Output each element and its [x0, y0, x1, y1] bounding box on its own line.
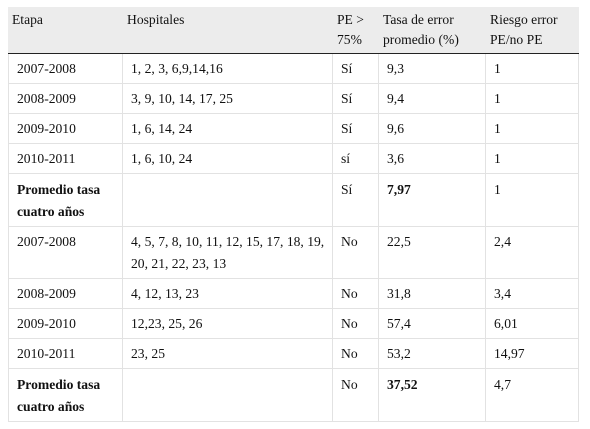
cell-etapa: 2010-2011 — [8, 339, 123, 369]
cell-hospitales: 4, 5, 7, 8, 10, 11, 12, 15, 17, 18, 19, … — [123, 227, 333, 279]
cell-pe: Sí — [333, 174, 379, 227]
cell-riesgo: 3,4 — [486, 279, 579, 309]
cell-riesgo: 1 — [486, 84, 579, 114]
cell-tasa: 37,52 — [379, 369, 486, 422]
cell-etapa: 2010-2011 — [8, 144, 123, 174]
table-row: 2007-2008 4, 5, 7, 8, 10, 11, 12, 15, 17,… — [8, 227, 579, 279]
cell-riesgo: 4,7 — [486, 369, 579, 422]
cell-etapa: Promedio tasa cuatro años — [8, 369, 123, 422]
table-row: 2009-2010 12,23, 25, 26 No 57,4 6,01 — [8, 309, 579, 339]
cell-tasa: 53,2 — [379, 339, 486, 369]
cell-riesgo: 2,4 — [486, 227, 579, 279]
header-tasa: Tasa de error promedio (%) — [379, 7, 486, 54]
table-row-average: Promedio tasa cuatro años No 37,52 4,7 — [8, 369, 579, 422]
cell-etapa: 2007-2008 — [8, 227, 123, 279]
table-row: 2010-2011 23, 25 No 53,2 14,97 — [8, 339, 579, 369]
cell-hospitales: 3, 9, 10, 14, 17, 25 — [123, 84, 333, 114]
cell-pe: Sí — [333, 114, 379, 144]
cell-pe: No — [333, 309, 379, 339]
cell-riesgo: 6,01 — [486, 309, 579, 339]
cell-hospitales — [123, 369, 333, 422]
cell-riesgo: 1 — [486, 54, 579, 84]
header-etapa: Etapa — [8, 7, 123, 54]
cell-etapa: 2007-2008 — [8, 54, 123, 84]
cell-riesgo: 1 — [486, 144, 579, 174]
table-body: 2007-2008 1, 2, 3, 6,9,14,16 Sí 9,3 1 2008-20… — [8, 54, 579, 422]
cell-hospitales: 1, 6, 14, 24 — [123, 114, 333, 144]
table-header-row: Etapa Hospitales PE > 75% Tasa de error … — [8, 7, 579, 54]
cell-pe: Sí — [333, 54, 379, 84]
cell-hospitales: 12,23, 25, 26 — [123, 309, 333, 339]
cell-pe: No — [333, 369, 379, 422]
table-row: 2009-2010 1, 6, 14, 24 Sí 9,6 1 — [8, 114, 579, 144]
table-row-average: Promedio tasa cuatro años Sí 7,97 1 — [8, 174, 579, 227]
cell-etapa: Promedio tasa cuatro años — [8, 174, 123, 227]
cell-hospitales — [123, 174, 333, 227]
cell-pe: No — [333, 227, 379, 279]
cell-pe: No — [333, 279, 379, 309]
cell-riesgo: 1 — [486, 174, 579, 227]
cell-riesgo: 14,97 — [486, 339, 579, 369]
cell-pe: sí — [333, 144, 379, 174]
header-riesgo: Riesgo error PE/no PE — [486, 7, 579, 54]
table-row: 2010-2011 1, 6, 10, 24 sí 3,6 1 — [8, 144, 579, 174]
table-row: 2008-2009 3, 9, 10, 14, 17, 25 Sí 9,4 1 — [8, 84, 579, 114]
cell-etapa: 2009-2010 — [8, 309, 123, 339]
cell-riesgo: 1 — [486, 114, 579, 144]
cell-tasa: 9,3 — [379, 54, 486, 84]
cell-hospitales: 1, 6, 10, 24 — [123, 144, 333, 174]
header-hospitales: Hospitales — [123, 7, 333, 54]
cell-tasa: 7,97 — [379, 174, 486, 227]
cell-hospitales: 23, 25 — [123, 339, 333, 369]
table-row: 2008-2009 4, 12, 13, 23 No 31,8 3,4 — [8, 279, 579, 309]
cell-tasa: 57,4 — [379, 309, 486, 339]
header-pe: PE > 75% — [333, 7, 379, 54]
cell-etapa: 2008-2009 — [8, 84, 123, 114]
cell-tasa: 22,5 — [379, 227, 486, 279]
data-table: Etapa Hospitales PE > 75% Tasa de error … — [8, 7, 579, 422]
cell-tasa: 9,4 — [379, 84, 486, 114]
table-row: 2007-2008 1, 2, 3, 6,9,14,16 Sí 9,3 1 — [8, 54, 579, 84]
cell-etapa: 2009-2010 — [8, 114, 123, 144]
cell-etapa: 2008-2009 — [8, 279, 123, 309]
cell-pe: No — [333, 339, 379, 369]
cell-pe: Sí — [333, 84, 379, 114]
cell-hospitales: 4, 12, 13, 23 — [123, 279, 333, 309]
cell-tasa: 3,6 — [379, 144, 486, 174]
cell-tasa: 9,6 — [379, 114, 486, 144]
cell-hospitales: 1, 2, 3, 6,9,14,16 — [123, 54, 333, 84]
cell-tasa: 31,8 — [379, 279, 486, 309]
